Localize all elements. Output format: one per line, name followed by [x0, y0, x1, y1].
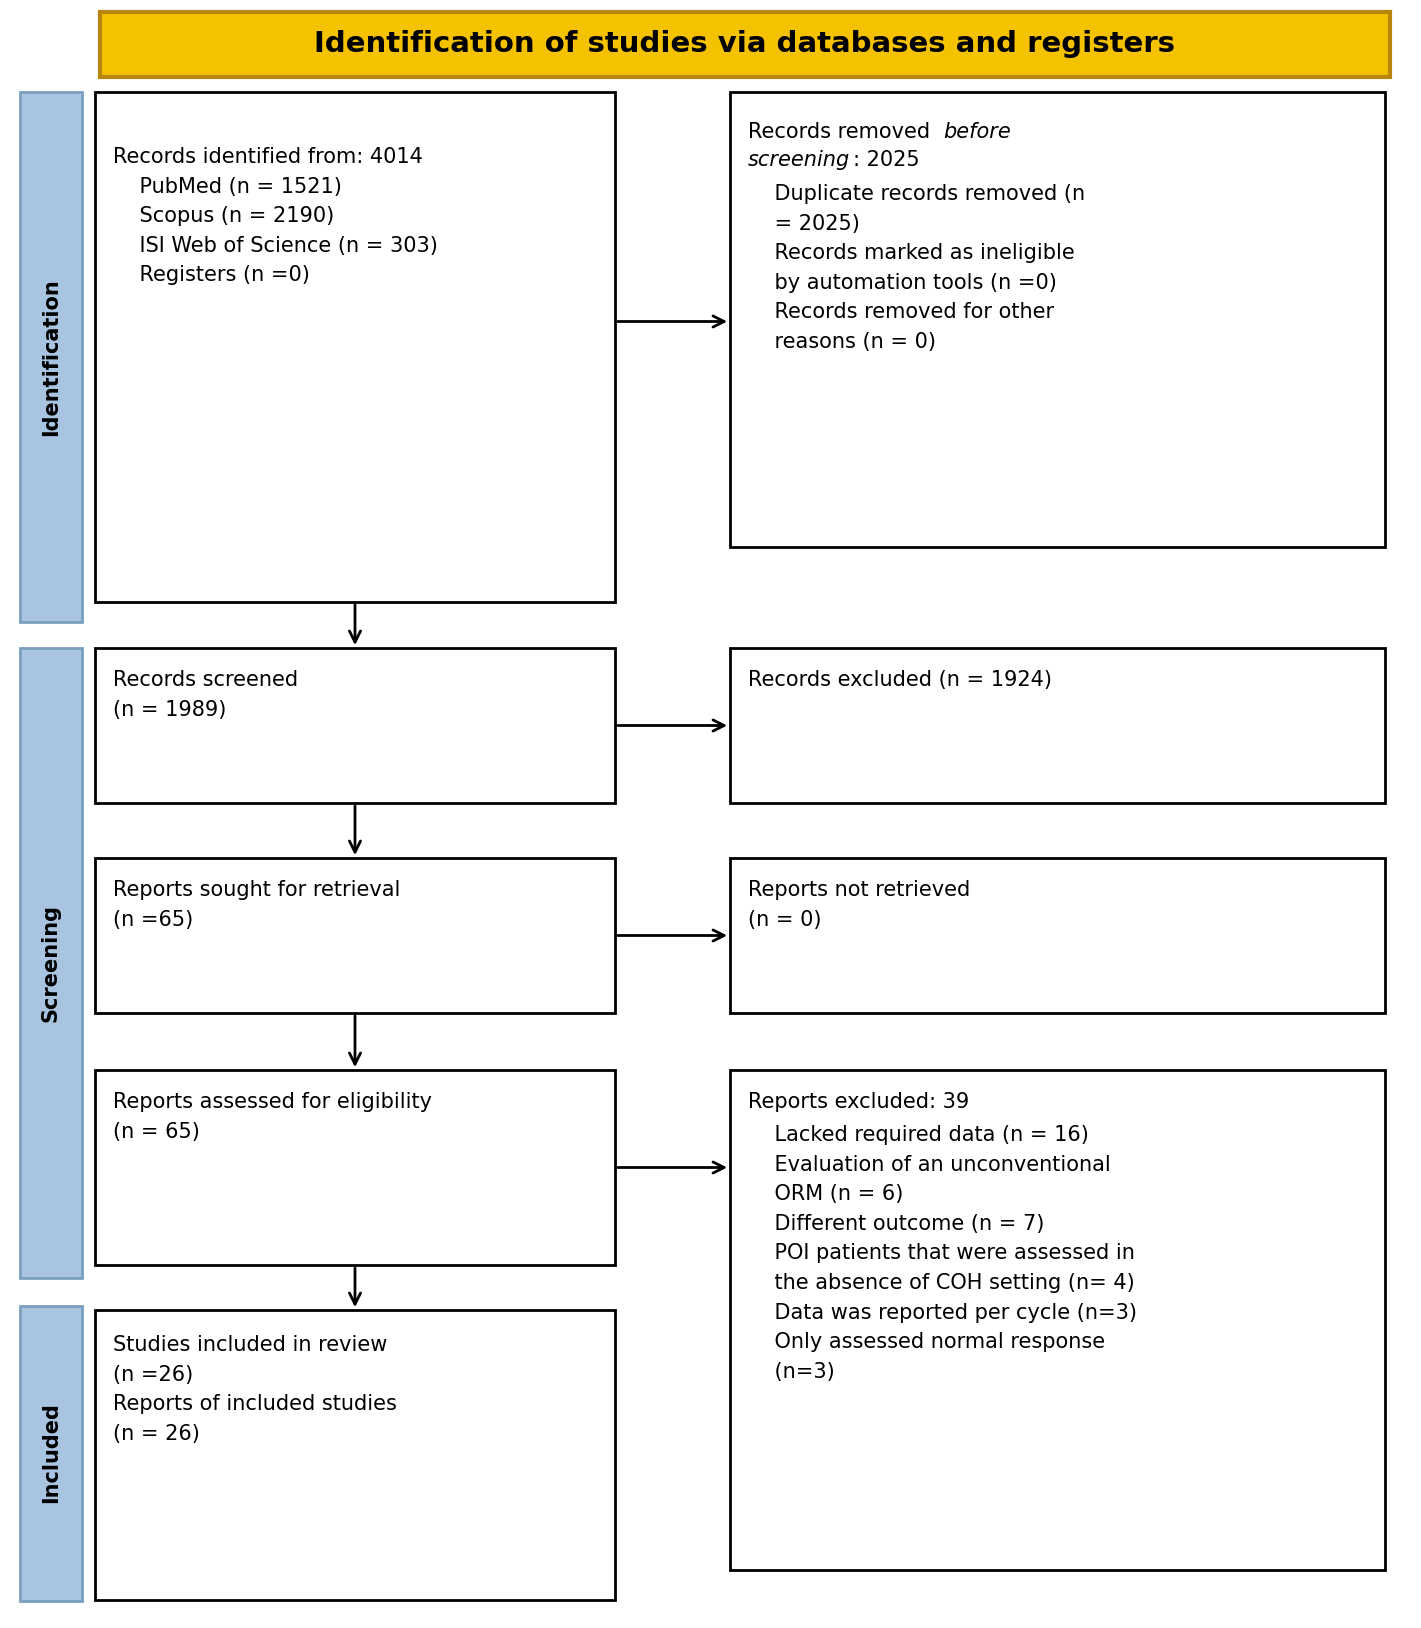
Bar [730, 93, 1385, 547]
Bar [95, 858, 615, 1013]
Bar [95, 1070, 615, 1265]
Bar [730, 648, 1385, 803]
Text: : 2025: : 2025 [853, 150, 919, 169]
Text: Included: Included [41, 1403, 61, 1503]
Text: Duplicate records removed (n
    = 2025)
    Records marked as ineligible
    by: Duplicate records removed (n = 2025) Rec… [747, 184, 1086, 352]
Bar [99, 11, 1390, 77]
Text: Identification: Identification [41, 278, 61, 436]
Text: before: before [944, 122, 1010, 142]
Bar [20, 93, 82, 622]
Text: screening: screening [747, 150, 850, 169]
Text: Lacked required data (n = 16)
    Evaluation of an unconventional
    ORM (n = 6: Lacked required data (n = 16) Evaluation… [747, 1125, 1137, 1382]
Bar [730, 1070, 1385, 1569]
Text: Reports sought for retrieval
(n =65): Reports sought for retrieval (n =65) [114, 881, 401, 930]
Text: Reports assessed for eligibility
(n = 65): Reports assessed for eligibility (n = 65… [114, 1092, 432, 1141]
Text: Records identified from: 4014
    PubMed (n = 1521)
    Scopus (n = 2190)
    IS: Records identified from: 4014 PubMed (n … [114, 147, 438, 285]
Text: Records removed: Records removed [747, 122, 936, 142]
Text: Records excluded (n = 1924): Records excluded (n = 1924) [747, 671, 1052, 690]
Text: Records screened
(n = 1989): Records screened (n = 1989) [114, 671, 298, 720]
Bar [95, 648, 615, 803]
Bar [95, 93, 615, 602]
Bar [20, 1306, 82, 1600]
Text: Reports excluded: 39: Reports excluded: 39 [747, 1092, 969, 1112]
Bar [20, 648, 82, 1278]
Text: Identification of studies via databases and registers: Identification of studies via databases … [314, 29, 1175, 59]
Text: Screening: Screening [41, 904, 61, 1022]
Text: Reports not retrieved
(n = 0): Reports not retrieved (n = 0) [747, 881, 971, 930]
Bar [95, 1311, 615, 1600]
Text: Studies included in review
(n =26)
Reports of included studies
(n = 26): Studies included in review (n =26) Repor… [114, 1335, 396, 1444]
Bar [730, 858, 1385, 1013]
